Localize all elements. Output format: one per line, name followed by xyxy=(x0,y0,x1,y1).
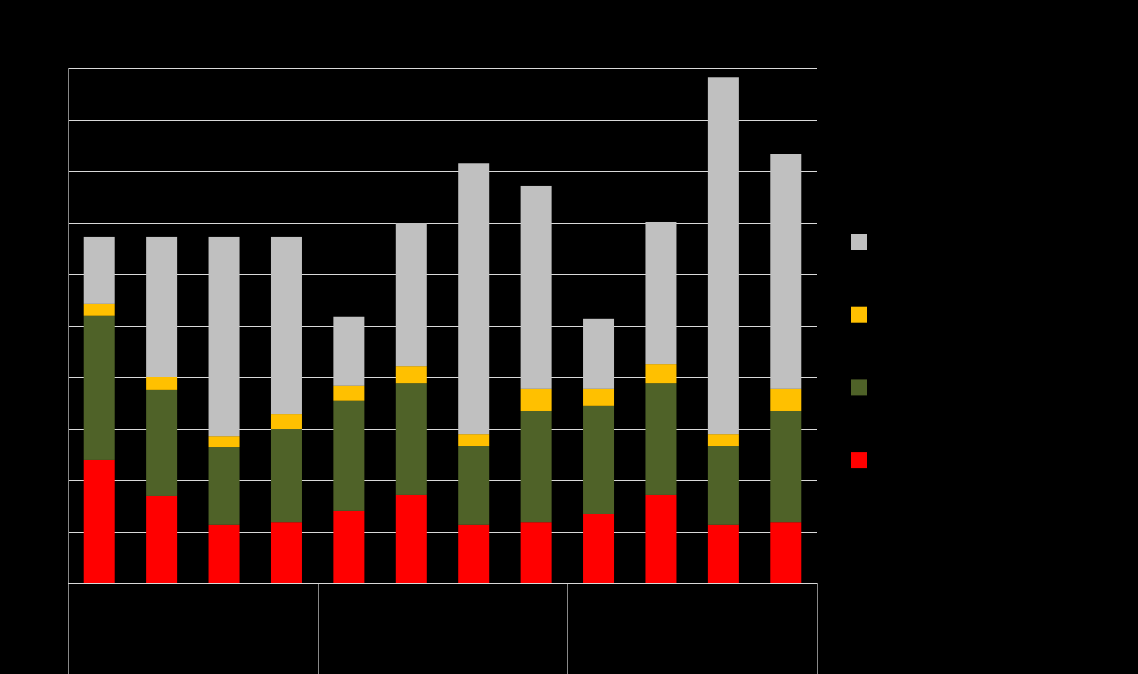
bar-segment xyxy=(770,410,802,523)
bar-segment xyxy=(83,303,115,316)
bar-segment xyxy=(770,522,802,583)
bar-segment xyxy=(270,522,302,583)
bar-segment xyxy=(146,495,178,583)
bar-segment xyxy=(83,236,115,304)
bar-segment xyxy=(208,524,240,583)
bar-segment xyxy=(458,434,490,447)
bar-segment xyxy=(520,410,552,523)
bar-segment xyxy=(146,389,178,496)
bar-segment xyxy=(208,447,240,525)
bar-segment xyxy=(645,494,677,583)
bar-segment xyxy=(395,366,427,384)
legend-swatch xyxy=(851,452,867,469)
bar-segment xyxy=(520,388,552,411)
bar-segment xyxy=(270,236,302,415)
bar-segment xyxy=(458,163,490,435)
bar-segment xyxy=(707,446,739,525)
bar-segment xyxy=(333,316,365,386)
bar-segment xyxy=(770,388,802,411)
bar-segment xyxy=(458,524,490,583)
bar-segment xyxy=(395,223,427,367)
bar-segment xyxy=(583,318,615,389)
bar-segment xyxy=(520,522,552,583)
bar-segment xyxy=(583,513,615,583)
bar-segment xyxy=(458,446,490,525)
bar-segment xyxy=(645,383,677,495)
legend-swatch xyxy=(851,379,867,396)
bar-segment xyxy=(395,383,427,495)
bar-segment xyxy=(645,364,677,384)
bar-segment xyxy=(707,77,739,435)
bar-segment xyxy=(707,434,739,447)
bar-segment xyxy=(270,414,302,430)
bar-segment xyxy=(146,236,178,377)
bar-segment xyxy=(770,154,802,389)
bar-segment xyxy=(707,524,739,583)
bar-segment xyxy=(270,429,302,523)
bar-segment xyxy=(395,494,427,583)
bar-segment xyxy=(83,459,115,583)
legend-swatch xyxy=(851,306,867,323)
bar-segment xyxy=(83,315,115,460)
bar-segment xyxy=(146,377,178,390)
bar-segment xyxy=(520,185,552,389)
bar-segment xyxy=(208,236,240,437)
bar-segment xyxy=(333,385,365,401)
bar-segment xyxy=(583,388,615,406)
bar-segment xyxy=(208,436,240,448)
bar-segment xyxy=(333,400,365,511)
legend-swatch xyxy=(851,234,867,250)
bar-segment xyxy=(645,221,677,365)
bar-segment xyxy=(583,405,615,514)
bar-segment xyxy=(333,510,365,583)
